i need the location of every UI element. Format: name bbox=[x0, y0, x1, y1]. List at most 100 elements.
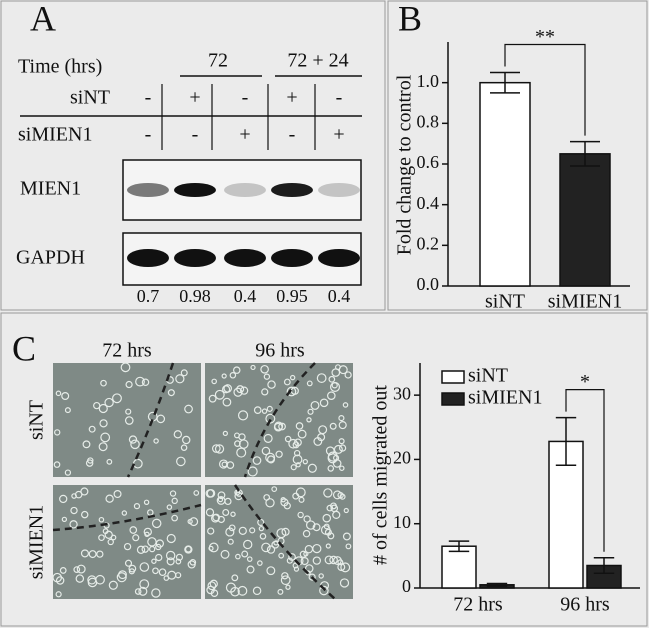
cell-blob bbox=[135, 376, 145, 387]
cell-blob bbox=[238, 526, 247, 535]
cell-blob bbox=[246, 556, 253, 562]
cell-blob bbox=[217, 491, 226, 500]
cell-blob bbox=[129, 526, 138, 534]
cell-blob bbox=[338, 438, 345, 445]
row-label: siMIEN1 bbox=[18, 124, 92, 146]
cell-blob bbox=[288, 438, 298, 449]
cell-blob bbox=[85, 459, 94, 467]
cell-blob bbox=[218, 459, 229, 469]
cell-blob bbox=[64, 469, 72, 476]
cell-blob bbox=[271, 540, 280, 549]
cell-blob bbox=[252, 586, 262, 596]
cell-blob bbox=[143, 527, 152, 537]
cell-blob bbox=[293, 566, 300, 572]
cell-blob bbox=[80, 487, 89, 496]
cell-blob bbox=[259, 533, 267, 540]
quantification: 0.95 bbox=[276, 286, 308, 306]
cell-blob bbox=[235, 553, 241, 560]
cell-blob bbox=[299, 550, 307, 558]
cell-blob bbox=[280, 498, 289, 507]
cell-blob bbox=[238, 433, 246, 441]
error-bar bbox=[570, 140, 600, 167]
cell-blob bbox=[123, 542, 132, 551]
cell-blob bbox=[310, 400, 320, 410]
cell-blob bbox=[151, 518, 162, 529]
cell-blob bbox=[312, 523, 321, 532]
cell-blob bbox=[163, 575, 170, 581]
cell-blob bbox=[207, 581, 217, 591]
cell-blob bbox=[276, 528, 287, 539]
cell-blob bbox=[329, 555, 338, 565]
cell-blob bbox=[121, 510, 128, 516]
y-tick-label: 0.4 bbox=[417, 193, 440, 213]
cell-blob bbox=[316, 373, 327, 383]
y-tick-label: 0.0 bbox=[417, 274, 440, 294]
blot-label: GAPDH bbox=[16, 247, 85, 269]
cell-blob bbox=[175, 553, 184, 561]
cell-blob bbox=[88, 550, 97, 559]
cell-blob bbox=[293, 438, 302, 447]
cell-blob bbox=[139, 562, 150, 572]
cell-blob bbox=[293, 449, 301, 457]
cell-blob bbox=[206, 489, 216, 498]
cell-blob bbox=[327, 451, 338, 462]
cell-blob bbox=[216, 496, 226, 505]
cell-blob bbox=[345, 543, 352, 550]
cell-blob bbox=[265, 413, 276, 424]
cell-blob bbox=[306, 380, 313, 387]
cell-blob bbox=[175, 558, 182, 565]
cell-blob bbox=[64, 407, 71, 414]
cell-blob bbox=[258, 525, 265, 532]
cell-blob bbox=[81, 510, 89, 519]
x-tick-label: siMIEN1 bbox=[548, 291, 622, 313]
cell-blob bbox=[158, 568, 167, 577]
cell-blob bbox=[239, 386, 249, 395]
y-tick-label: 0.2 bbox=[417, 233, 440, 253]
cell-blob bbox=[95, 574, 105, 585]
cell-blob bbox=[339, 465, 345, 471]
cell: + bbox=[189, 87, 200, 109]
cell-blob bbox=[257, 518, 265, 526]
cell-blob bbox=[147, 509, 154, 516]
significance-bracket bbox=[504, 43, 586, 136]
cell-blob bbox=[211, 378, 217, 385]
cell-blob bbox=[205, 508, 215, 517]
cell-blob bbox=[250, 364, 256, 371]
cell-blob bbox=[236, 385, 245, 394]
cell-blob bbox=[295, 422, 304, 430]
cell-blob bbox=[278, 552, 285, 559]
cell-blob bbox=[118, 570, 127, 580]
cell-blob bbox=[222, 397, 232, 407]
cell: + bbox=[286, 87, 297, 109]
cell-blob bbox=[232, 366, 241, 374]
cell: - bbox=[242, 87, 249, 109]
cell-blob bbox=[302, 529, 311, 538]
y-axis-label: # of cells migrated out bbox=[370, 385, 392, 565]
cell-blob bbox=[337, 563, 346, 572]
cell-blob bbox=[342, 402, 349, 408]
cell-blob bbox=[305, 520, 316, 530]
cell-blob bbox=[222, 508, 230, 516]
x-tick-label: siNT bbox=[485, 291, 525, 313]
cell-blob bbox=[134, 588, 142, 595]
cell-blob bbox=[151, 588, 161, 598]
panel-a-frame bbox=[0, 0, 386, 311]
cell-blob bbox=[230, 586, 240, 597]
cell-blob bbox=[322, 513, 332, 523]
cell-blob bbox=[167, 389, 175, 397]
cell-blob bbox=[230, 511, 236, 517]
cell-blob bbox=[338, 421, 347, 430]
panel-label: C bbox=[12, 328, 36, 368]
significance: ** bbox=[535, 26, 555, 48]
cell-blob bbox=[313, 437, 323, 446]
cell-blob bbox=[261, 446, 271, 456]
cell-blob bbox=[61, 391, 70, 400]
cell-blob bbox=[312, 543, 322, 554]
wound-edge bbox=[126, 362, 175, 478]
cell-blob bbox=[266, 405, 273, 412]
row-label: siNT bbox=[26, 400, 48, 440]
cell-blob bbox=[193, 490, 200, 496]
cell-blob bbox=[166, 557, 175, 566]
cell: - bbox=[192, 124, 199, 146]
time-group: 72 + 24 bbox=[287, 50, 348, 72]
